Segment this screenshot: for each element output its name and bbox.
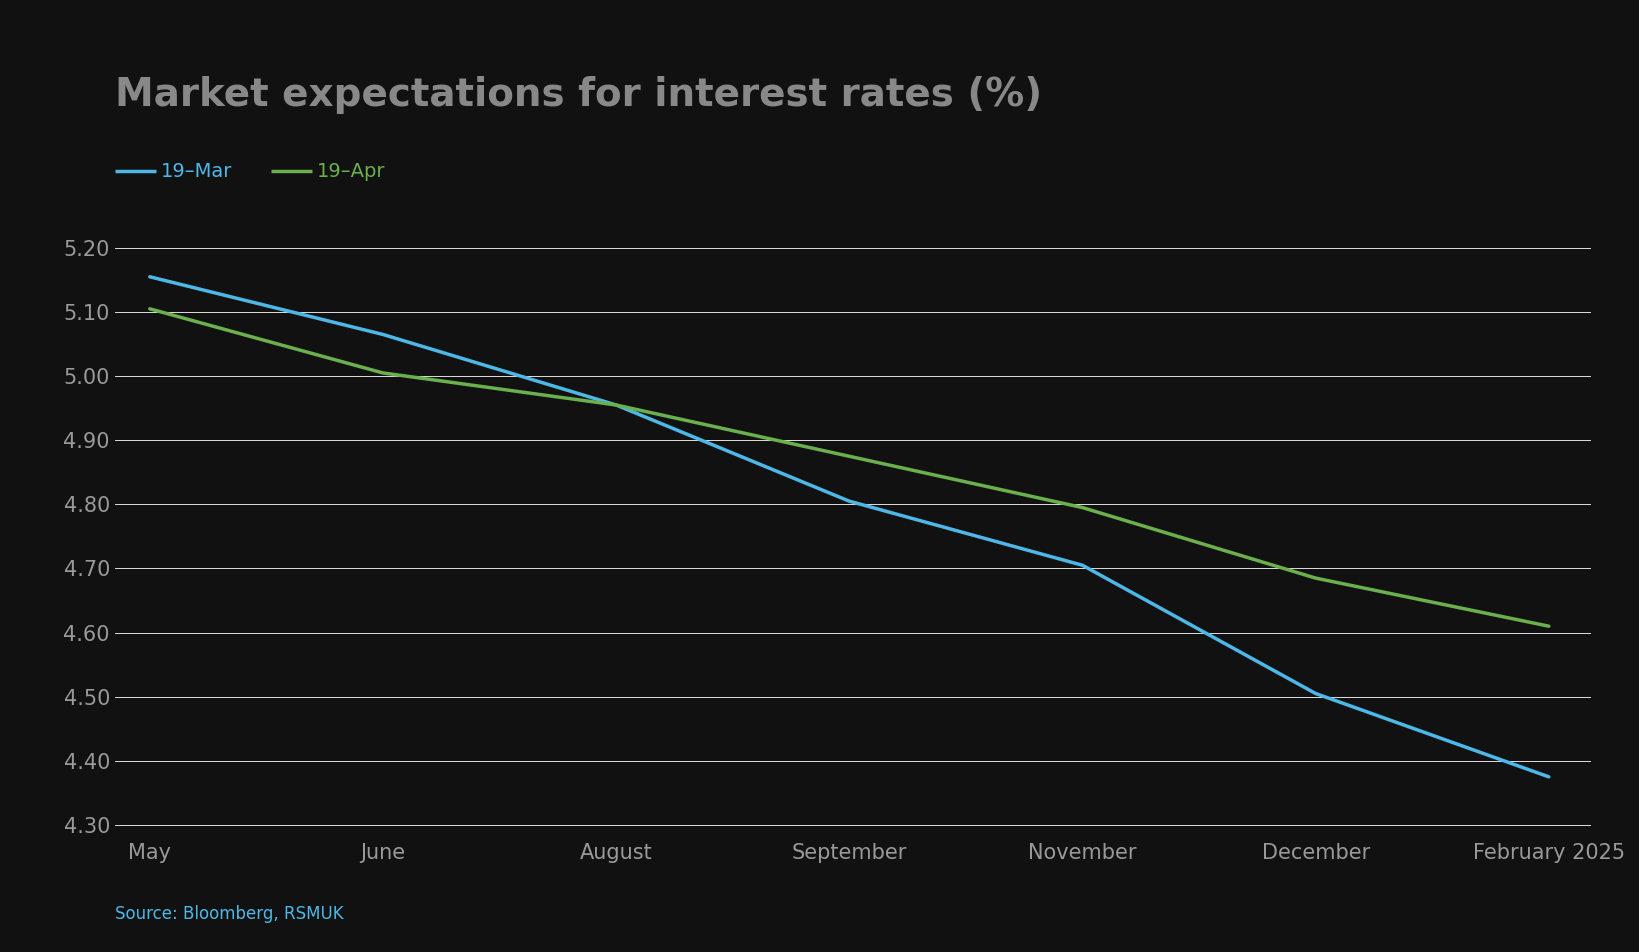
Line: 19–Apr: 19–Apr bbox=[149, 308, 1547, 626]
19–Apr bbox=[139, 303, 159, 314]
19–Apr bbox=[1537, 621, 1557, 632]
19–Mar bbox=[606, 399, 626, 410]
19–Mar bbox=[1537, 771, 1557, 783]
19–Apr bbox=[1305, 572, 1324, 584]
19–Mar bbox=[374, 328, 393, 340]
Line: 19–Mar: 19–Mar bbox=[149, 277, 1547, 777]
19–Apr bbox=[1072, 502, 1092, 513]
Text: Source: Bloomberg, RSMUK: Source: Bloomberg, RSMUK bbox=[115, 905, 343, 923]
19–Mar bbox=[1072, 560, 1092, 571]
19–Apr bbox=[374, 367, 393, 379]
19–Apr bbox=[606, 399, 626, 410]
19–Mar bbox=[139, 271, 159, 283]
19–Mar bbox=[839, 495, 859, 506]
19–Mar bbox=[1305, 687, 1324, 699]
Text: 19–Apr: 19–Apr bbox=[316, 162, 385, 181]
Text: 19–Mar: 19–Mar bbox=[161, 162, 233, 181]
19–Apr bbox=[839, 450, 859, 462]
Text: Market expectations for interest rates (%): Market expectations for interest rates (… bbox=[115, 76, 1041, 114]
